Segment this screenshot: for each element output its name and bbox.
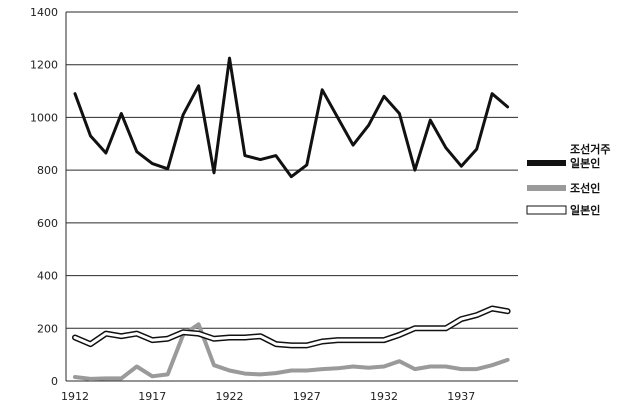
y-tick-label-1200: 1200	[30, 59, 58, 72]
x-tick-label-1912: 1912	[61, 390, 89, 403]
x-tick-label-1932: 1932	[370, 390, 398, 403]
y-tick-label-1400: 1400	[30, 6, 58, 19]
x-tick-label-1927: 1927	[293, 390, 321, 403]
y-tick-label-1000: 1000	[30, 111, 58, 124]
series-1-line	[73, 322, 510, 381]
y-tick-label-0: 0	[51, 375, 58, 388]
legend-item-2-swatch	[526, 205, 567, 215]
legend-item-0-label-line-0: 조선거주	[570, 142, 610, 156]
legend-item-0-label-line-1: 일본인	[570, 156, 600, 170]
series-0-line	[73, 56, 510, 179]
x-tick-label-1937: 1937	[447, 390, 475, 403]
y-tick-label-400: 400	[37, 270, 58, 283]
legend-item-1-swatch	[527, 185, 566, 191]
x-tick-label-1922: 1922	[216, 390, 244, 403]
y-tick-label-200: 200	[37, 322, 58, 335]
legend-item-2-label: 일본인	[570, 203, 600, 217]
y-tick-label-800: 800	[37, 164, 58, 177]
series-2-line-inner	[73, 307, 510, 347]
x-tick-label-1917: 1917	[138, 390, 166, 403]
legend-item-1-label: 조선인	[570, 181, 600, 195]
y-tick-label-600: 600	[37, 217, 58, 230]
legend-item-0-swatch	[527, 160, 566, 166]
